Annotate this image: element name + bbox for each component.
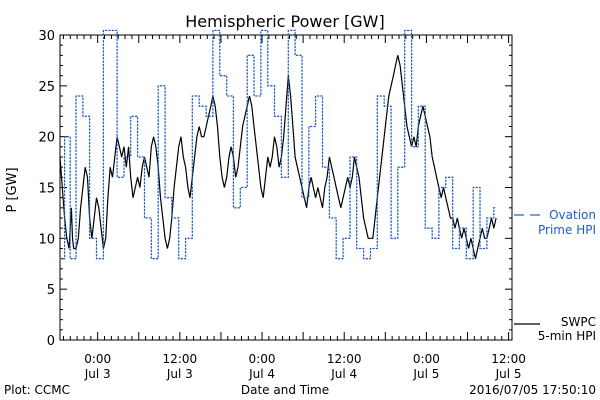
series-line-ovation-prime-hpi bbox=[59, 29, 497, 260]
y-tick-label: 0 bbox=[47, 334, 55, 349]
x-tick-date-label: Jul 5 bbox=[495, 367, 522, 381]
x-tick-time-label: 12:00 bbox=[327, 352, 362, 366]
series-line-swpc-5min-hpi bbox=[59, 55, 497, 259]
x-tick-date-label: Jul 4 bbox=[330, 367, 357, 381]
x-axis-label: Date and Time bbox=[241, 383, 329, 397]
y-tick-label: 25 bbox=[38, 80, 55, 95]
legend-label-swpc-line1: SWPC bbox=[561, 315, 596, 329]
x-tick-time-label: 0:00 bbox=[84, 352, 111, 366]
plot-frame bbox=[59, 34, 513, 341]
legend-label-ovation-line1: Ovation bbox=[549, 208, 596, 222]
chart-title: Hemispheric Power [GW] bbox=[185, 12, 384, 31]
x-tick-time-label: 12:00 bbox=[163, 352, 198, 366]
plot-credit: Plot: CCMC bbox=[4, 383, 70, 397]
legend-label-swpc-line2: 5-min HPI bbox=[538, 329, 596, 343]
x-tick-date-label: Jul 5 bbox=[412, 367, 439, 381]
y-tick-label: 5 bbox=[47, 283, 55, 298]
x-tick-date-label: Jul 4 bbox=[248, 367, 275, 381]
y-tick-label: 20 bbox=[38, 131, 55, 146]
y-tick-label: 30 bbox=[38, 29, 55, 44]
x-tick-time-label: 12:00 bbox=[491, 352, 526, 366]
y-tick-label: 15 bbox=[38, 182, 55, 197]
x-tick-date-label: Jul 3 bbox=[166, 367, 193, 381]
x-tick-time-label: 0:00 bbox=[249, 352, 276, 366]
y-tick-label: 10 bbox=[38, 232, 55, 247]
plot-timestamp: 2016/07/05 17:50:10 bbox=[469, 383, 596, 397]
x-tick-date-label: Jul 3 bbox=[84, 367, 111, 381]
y-axis-label: P [GW] bbox=[5, 167, 20, 212]
x-tick-time-label: 0:00 bbox=[413, 352, 440, 366]
legend-label-ovation-line2: Prime HPI bbox=[538, 223, 596, 237]
